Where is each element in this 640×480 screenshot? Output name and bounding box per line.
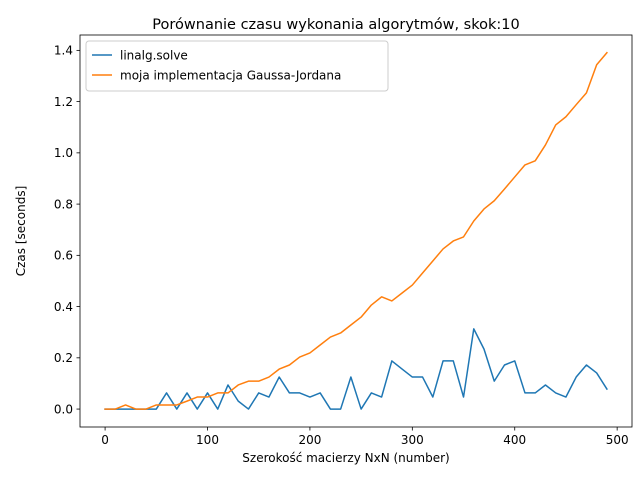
x-axis-label: Szerokość macierzy NxN (number) (242, 451, 449, 465)
axes-layer: 0 100 200 300 400 500 0.0 0.2 0.4 0.6 0.8 1.0 1.2 1.4 (54, 34, 633, 447)
legend-label-0: linalg.solve (120, 48, 188, 62)
y-tick-label-6: 1.2 (54, 95, 73, 109)
y-tick-label-3: 0.6 (54, 249, 73, 263)
x-tick-label-2: 200 (298, 433, 321, 447)
y-tick-label-5: 1.0 (54, 146, 73, 160)
y-tick-label-2: 0.4 (54, 300, 73, 314)
x-tick-label-5: 500 (606, 433, 629, 447)
plot-frame (79, 34, 633, 428)
chart-title: Porównanie czasu wykonania algorytmów, s… (152, 17, 519, 33)
legend-label-1: moja implementacja Gaussa-Jordana (120, 68, 341, 82)
series-line-0 (104, 328, 608, 410)
y-axis-label: Czas [seconds] (14, 186, 28, 277)
x-tick-label-0: 0 (101, 433, 109, 447)
x-tick-label-3: 300 (401, 433, 424, 447)
series-line-1 (104, 51, 608, 410)
y-tick-label-7: 1.4 (54, 44, 73, 58)
x-tick-label-4: 400 (503, 433, 526, 447)
y-tick-label-0: 0.0 (54, 402, 73, 416)
y-tick-label-4: 0.8 (54, 197, 73, 211)
y-tick-label-1: 0.2 (54, 351, 73, 365)
x-tick-label-1: 100 (196, 433, 219, 447)
legend: linalg.solve moja implementacja Gaussa-Jo… (85, 40, 389, 92)
series-layer (104, 51, 608, 410)
plot-area (80, 35, 632, 427)
legend-frame (85, 40, 389, 92)
